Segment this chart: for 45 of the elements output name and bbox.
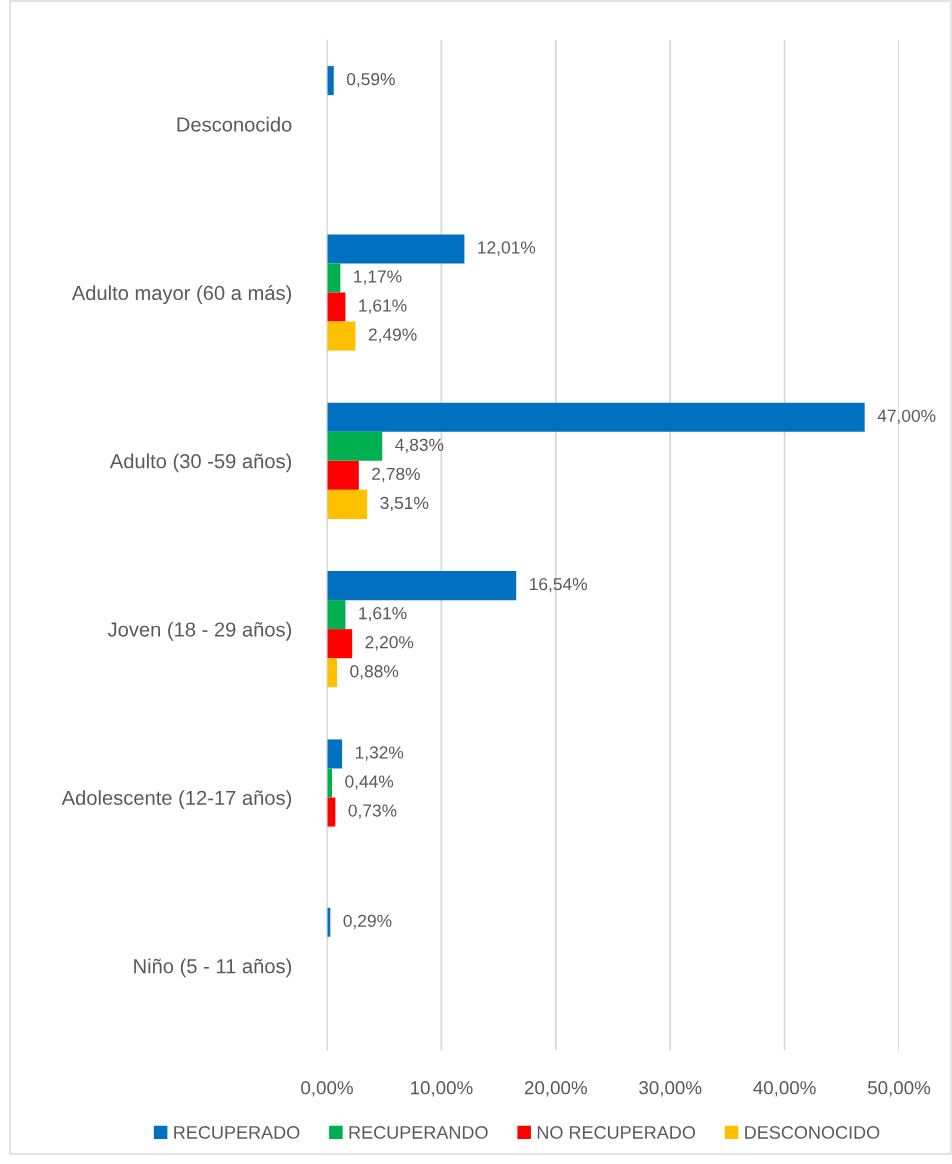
bar: [327, 321, 356, 351]
bar: [327, 402, 865, 432]
x-tick-label: 20,00%: [524, 1081, 587, 1097]
bar: [327, 739, 343, 769]
bar: [327, 629, 353, 659]
bar: [327, 431, 383, 461]
data-label: 47,00%: [877, 409, 936, 424]
bar: [327, 571, 517, 601]
data-label: 0,59%: [346, 72, 395, 88]
y-tick-label: Adolescente (12-17 años): [61, 790, 292, 809]
data-label: 1,61%: [359, 607, 407, 622]
y-tick-label: Adulto mayor (60 a más): [71, 285, 292, 305]
bar: [327, 263, 341, 293]
x-tick-label: 50,00%: [867, 1081, 931, 1097]
data-label: 2,78%: [372, 467, 420, 483]
legend-label: NO RECUPERADO: [537, 1126, 696, 1139]
y-tick-label: Joven (18 - 29 años): [107, 621, 292, 641]
x-tick-label: 0,00%: [301, 1081, 353, 1097]
x-tick-label: 10,00%: [411, 1081, 473, 1097]
y-tick-label: Niño (5 - 11 años): [134, 958, 292, 978]
x-tick-label: 30,00%: [639, 1081, 702, 1097]
data-label: 0,29%: [343, 914, 392, 929]
data-label: 3,51%: [380, 496, 429, 512]
bar: [327, 600, 346, 630]
data-label: 12,01%: [478, 241, 536, 256]
data-label: 0,44%: [345, 775, 394, 790]
data-label: 1,17%: [354, 270, 402, 285]
y-tick-label: Desconocido: [177, 116, 292, 132]
data-label: 4,83%: [395, 438, 444, 454]
legend-label: RECUPERANDO: [349, 1126, 488, 1139]
x-tick-label: 40,00%: [753, 1081, 816, 1097]
y-tick-label: Adulto (30 -59 años): [109, 453, 292, 473]
bar: [327, 489, 368, 519]
data-label: 0,88%: [350, 665, 399, 680]
bar: [327, 460, 359, 490]
bar: [327, 234, 465, 264]
data-label: 0,73%: [348, 804, 397, 819]
bar: [327, 292, 346, 322]
data-label: 2,49%: [368, 328, 417, 343]
data-label: 1,32%: [355, 746, 404, 761]
data-label: 16,54%: [530, 577, 587, 593]
legend-label: RECUPERADO: [174, 1126, 300, 1139]
data-label: 1,61%: [359, 299, 407, 314]
legend-label: DESCONOCIDO: [745, 1126, 880, 1139]
data-label: 2,20%: [365, 636, 414, 651]
